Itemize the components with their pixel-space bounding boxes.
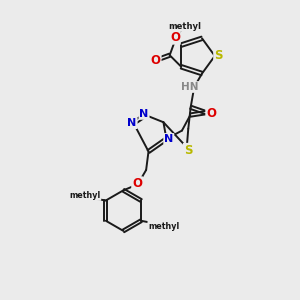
Text: N: N bbox=[140, 109, 149, 119]
Text: methyl: methyl bbox=[148, 222, 179, 231]
Text: O: O bbox=[206, 107, 216, 120]
Text: N: N bbox=[128, 118, 137, 128]
Text: S: S bbox=[184, 144, 192, 157]
Text: S: S bbox=[214, 50, 223, 62]
Text: O: O bbox=[151, 54, 160, 67]
Text: methyl: methyl bbox=[69, 191, 100, 200]
Text: N: N bbox=[164, 134, 173, 144]
Text: O: O bbox=[170, 31, 180, 44]
Text: methyl: methyl bbox=[168, 22, 201, 31]
Text: O: O bbox=[132, 177, 142, 190]
Text: HN: HN bbox=[181, 82, 199, 92]
